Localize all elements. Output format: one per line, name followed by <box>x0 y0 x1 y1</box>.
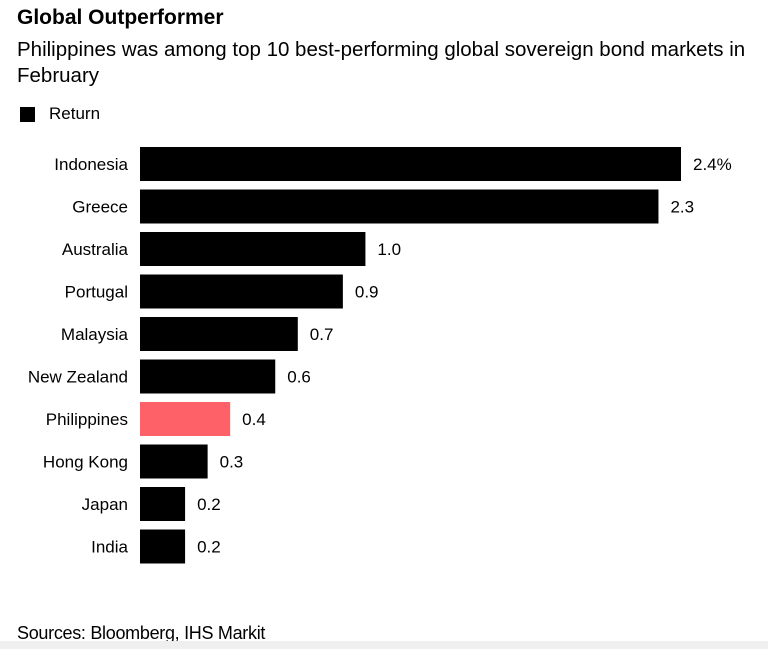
bar-hong-kong <box>140 444 208 479</box>
bar-japan <box>140 487 186 521</box>
source-note: Sources: Bloomberg, IHS Markit <box>17 623 266 643</box>
bar-indonesia <box>140 147 681 181</box>
data-label: 0.2 <box>197 538 221 557</box>
bar-new-zealand <box>140 359 276 394</box>
bar-malaysia <box>140 317 298 351</box>
data-label: 0.9 <box>355 283 379 302</box>
chart-title: Global Outperformer <box>17 6 224 29</box>
footer-strip <box>0 641 768 649</box>
legend-label: Return <box>49 104 101 123</box>
bar-portugal <box>140 274 343 309</box>
category-label: Indonesia <box>54 155 128 174</box>
legend: Return <box>20 104 100 124</box>
chart-subtitle: Philippines was among top 10 best-perfor… <box>17 38 746 87</box>
data-label: 0.7 <box>310 325 334 344</box>
data-label: 0.4 <box>242 410 266 429</box>
category-label: Philippines <box>46 410 128 429</box>
legend-swatch <box>20 106 35 122</box>
data-label: 0.2 <box>197 495 221 514</box>
category-label: Greece <box>72 198 128 217</box>
category-label: Australia <box>62 240 129 259</box>
data-label: 0.3 <box>220 453 244 472</box>
bar-india <box>140 529 186 564</box>
bar-philippines <box>140 402 231 436</box>
data-label: 2.3 <box>670 198 694 217</box>
bar-greece <box>140 189 659 224</box>
category-label: India <box>91 538 128 557</box>
category-label: Hong Kong <box>43 453 128 472</box>
category-label: New Zealand <box>28 368 128 387</box>
data-label: 2.4% <box>693 155 732 174</box>
category-label: Japan <box>82 495 128 514</box>
data-label: 0.6 <box>287 368 311 387</box>
category-label: Portugal <box>65 283 128 302</box>
category-label: Malaysia <box>61 325 129 344</box>
data-label: 1.0 <box>377 240 401 259</box>
bar-australia <box>140 232 366 266</box>
